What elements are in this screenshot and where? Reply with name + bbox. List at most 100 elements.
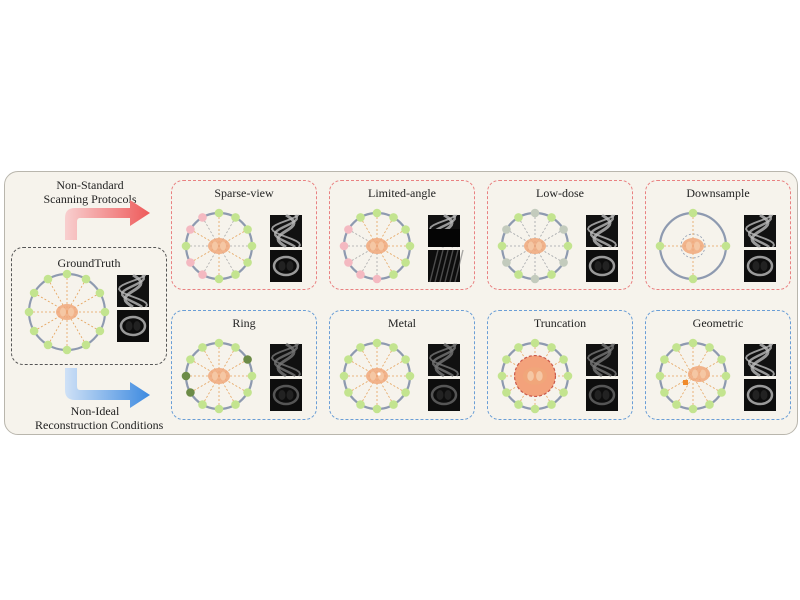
ring-detector — [198, 400, 207, 409]
limited-angle-detector — [356, 270, 365, 279]
low-dose-detector — [531, 275, 540, 284]
sparse-view-thumbnails — [270, 215, 302, 282]
limited-angle-gantry — [340, 209, 415, 284]
limited-angle-organ — [366, 238, 388, 254]
limited-angle-detector — [401, 258, 410, 267]
ground-truth-detector — [96, 327, 105, 336]
metal-gantry — [340, 339, 415, 414]
ring-lung-left — [279, 390, 286, 400]
ring-thumbnails — [270, 344, 302, 411]
geometric-gantry — [656, 339, 731, 414]
low-dose-detector — [547, 270, 556, 279]
geometric-organ-lobe-right — [700, 370, 706, 379]
downsample-detector — [722, 242, 731, 251]
ring-lung-right — [287, 390, 294, 400]
ring-organ — [208, 368, 230, 384]
sparse-view-detector — [248, 242, 257, 251]
metal-organ — [366, 368, 388, 384]
ground-truth-detector — [63, 346, 72, 355]
ground-truth-organ-lobe-left — [60, 308, 66, 317]
geometric-detector — [689, 339, 698, 348]
truncation-detector — [498, 372, 507, 381]
sparse-view-detector — [243, 225, 252, 234]
truncation-detector — [502, 388, 511, 397]
geometric-thumbnails — [744, 344, 776, 411]
limited-angle-detector — [373, 275, 382, 284]
sparse-view-lung-left — [279, 261, 286, 271]
ring-detector — [243, 388, 252, 397]
ground-truth-detector — [63, 270, 72, 279]
low-dose-detector — [547, 213, 556, 222]
downsample-organ-lobe-left — [686, 242, 692, 251]
metal-lung-left — [437, 390, 444, 400]
low-dose-lung-right — [603, 261, 610, 271]
limited-angle-thumbnails — [428, 215, 463, 282]
sparse-view-detector — [215, 209, 224, 218]
geometric-offset-marker — [683, 380, 688, 385]
sparse-view-organ-lobe-right — [220, 242, 226, 251]
low-dose-detector — [559, 225, 568, 234]
low-dose-detector — [502, 225, 511, 234]
truncation-organ — [523, 367, 547, 385]
truncation-detector — [559, 388, 568, 397]
geometric-detector — [656, 372, 665, 381]
low-dose-detector — [531, 209, 540, 218]
low-dose-organ — [524, 238, 546, 254]
downsample-thumbnails — [744, 215, 776, 282]
sparse-view-lung-right — [287, 261, 294, 271]
truncation-detector — [531, 405, 540, 414]
ground-truth-organ — [56, 304, 78, 320]
ground-truth-lung-right — [134, 321, 141, 331]
downsample-detector — [689, 209, 698, 218]
limited-angle-detector — [401, 225, 410, 234]
ring-detector — [198, 343, 207, 352]
truncation-detector — [547, 400, 556, 409]
ground-truth-detector — [101, 308, 110, 317]
metal-detector — [344, 355, 353, 364]
figure-panel: Non-Standard Scanning Protocols Non-Idea… — [4, 171, 798, 435]
truncation-organ-lobe-right — [536, 371, 543, 381]
ring-detector — [215, 405, 224, 414]
limited-angle-detector — [344, 225, 353, 234]
limited-angle-detector — [373, 209, 382, 218]
ground-truth-detector — [44, 341, 53, 350]
low-dose-thumbnails — [586, 215, 618, 282]
geometric-detector — [672, 400, 681, 409]
limited-angle-sinogram-missing — [428, 229, 460, 247]
low-dose-organ-lobe-left — [528, 242, 534, 251]
ground-truth-lung-left — [126, 321, 133, 331]
ground-truth-detector — [30, 327, 39, 336]
ground-truth-detector — [44, 275, 53, 284]
illustrations — [5, 172, 797, 434]
truncation-lung-left — [595, 390, 602, 400]
downsample-lung-right — [761, 261, 768, 271]
geometric-detector — [660, 388, 669, 397]
truncation-thumbnails — [586, 344, 618, 411]
metal-detector — [401, 355, 410, 364]
geometric-detector — [660, 355, 669, 364]
metal-metal-dot — [377, 372, 380, 375]
limited-angle-organ-lobe-left — [370, 242, 376, 251]
metal-detector — [373, 339, 382, 348]
sparse-view-detector — [198, 213, 207, 222]
sparse-view-detector — [231, 270, 240, 279]
ground-truth-detector — [30, 289, 39, 298]
limited-angle-detector — [356, 213, 365, 222]
ring-detector — [248, 372, 257, 381]
low-dose-detector — [502, 258, 511, 267]
sparse-view-detector — [186, 225, 195, 234]
metal-detector — [356, 343, 365, 352]
downsample-gantry — [656, 209, 731, 284]
ground-truth-detector — [82, 341, 91, 350]
metal-detector — [389, 343, 398, 352]
low-dose-detector — [559, 258, 568, 267]
ring-detector — [186, 355, 195, 364]
sparse-view-detector — [243, 258, 252, 267]
truncation-detector — [514, 343, 523, 352]
metal-thumbnails — [428, 344, 460, 411]
ground-truth-thumbnails — [117, 275, 149, 342]
geometric-detector — [689, 405, 698, 414]
sparse-view-gantry — [182, 209, 257, 284]
metal-detector — [356, 400, 365, 409]
metal-organ-lobe-left — [370, 372, 376, 381]
